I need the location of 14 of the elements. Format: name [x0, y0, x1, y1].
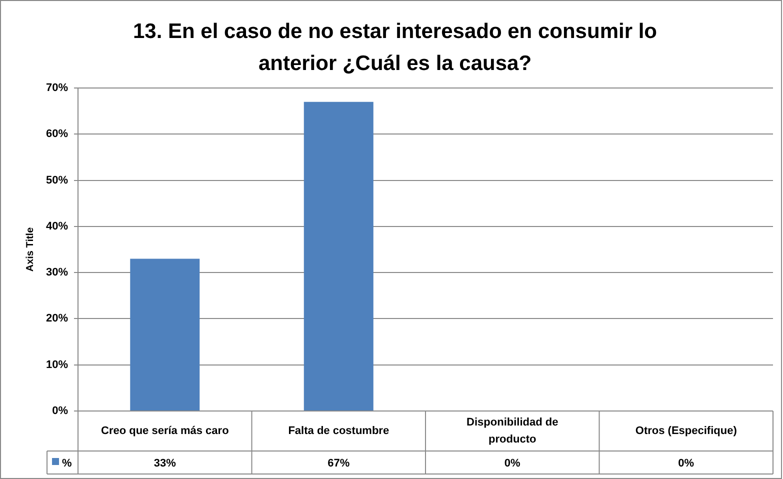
y-tick-label: 10%	[46, 358, 68, 371]
x-tick-label: Otros (Especifique)	[635, 425, 738, 438]
chart-title: 13. En el caso de no estar interesado en consumir lo anterior ¿Cuál es la causa?	[132, 19, 658, 77]
x-tick-label: Falta de costumbre	[288, 425, 390, 438]
x-tick-label: Disponibilidad de producto	[466, 416, 558, 446]
y-tick-label: 0%	[52, 405, 68, 418]
y-tick-label: 30%	[46, 266, 68, 279]
y-tick-label: 50%	[46, 174, 68, 186]
y-tick-label: 20%	[46, 312, 68, 325]
y-tick-label: 70%	[46, 82, 68, 94]
y-tick-label: 60%	[46, 128, 68, 140]
x-tick-label: Creo que sería más caro	[100, 425, 230, 438]
y-tick-label: 40%	[46, 220, 68, 232]
y-axis-title: Axis Title	[24, 226, 36, 272]
